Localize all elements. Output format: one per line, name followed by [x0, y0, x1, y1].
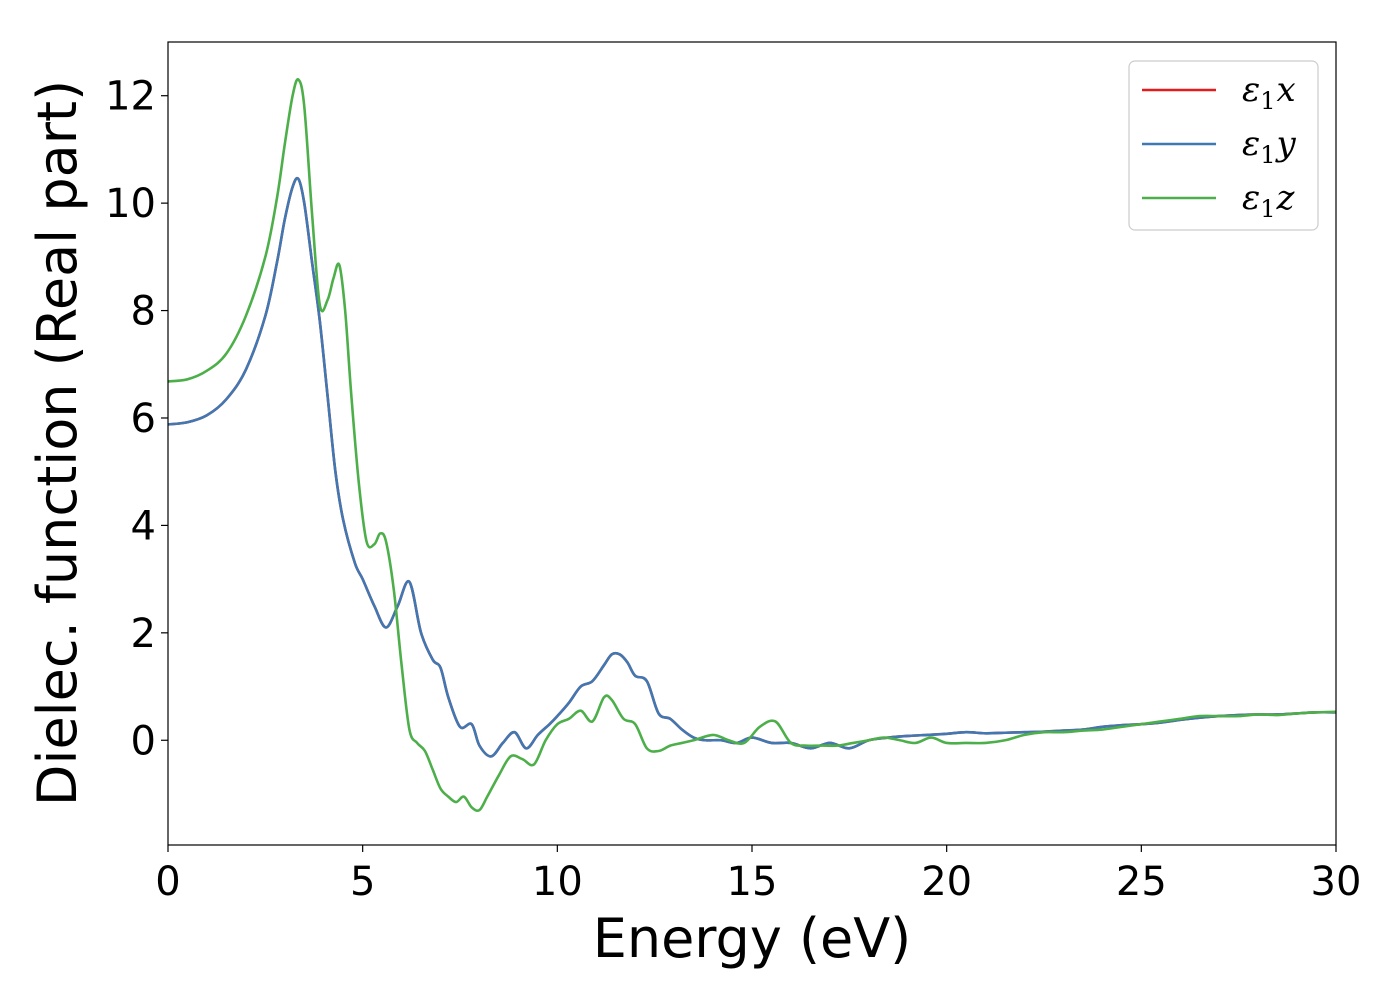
y-tick-label: 8	[131, 289, 156, 335]
y-tick-label: 2	[131, 611, 156, 657]
x-tick-label: 10	[532, 859, 583, 905]
x-axis-ticks: 0 5 10 15 20 25 30	[155, 845, 1361, 905]
y-tick-label: 10	[105, 181, 156, 227]
series-line-y	[168, 176, 1336, 758]
legend-box	[1128, 60, 1319, 231]
y-tick-label: 12	[105, 74, 156, 120]
legend-label-x: ε1x	[1242, 70, 1296, 115]
y-tick-label: 0	[131, 718, 156, 764]
legend-label-z: ε1z	[1242, 178, 1296, 223]
x-axis-title: Energy (eV)	[593, 907, 912, 970]
series-layer	[168, 78, 1336, 813]
legend-label-y: ε1y	[1242, 124, 1297, 169]
x-tick-label: 15	[727, 859, 778, 905]
legend: ε1x ε1y ε1z	[1128, 60, 1319, 231]
y-axis-ticks: 0 2 4 6 8 10 12	[105, 74, 168, 764]
x-tick-label: 5	[350, 859, 375, 905]
y-tick-label: 6	[131, 396, 156, 442]
x-tick-label: 30	[1311, 859, 1362, 905]
y-tick-label: 4	[131, 503, 156, 549]
x-tick-label: 0	[155, 859, 180, 905]
x-tick-label: 25	[1116, 859, 1167, 905]
y-axis-title: Dielec. function (Real part)	[26, 80, 89, 806]
x-tick-label: 20	[921, 859, 972, 905]
series-line-z	[168, 78, 1336, 813]
